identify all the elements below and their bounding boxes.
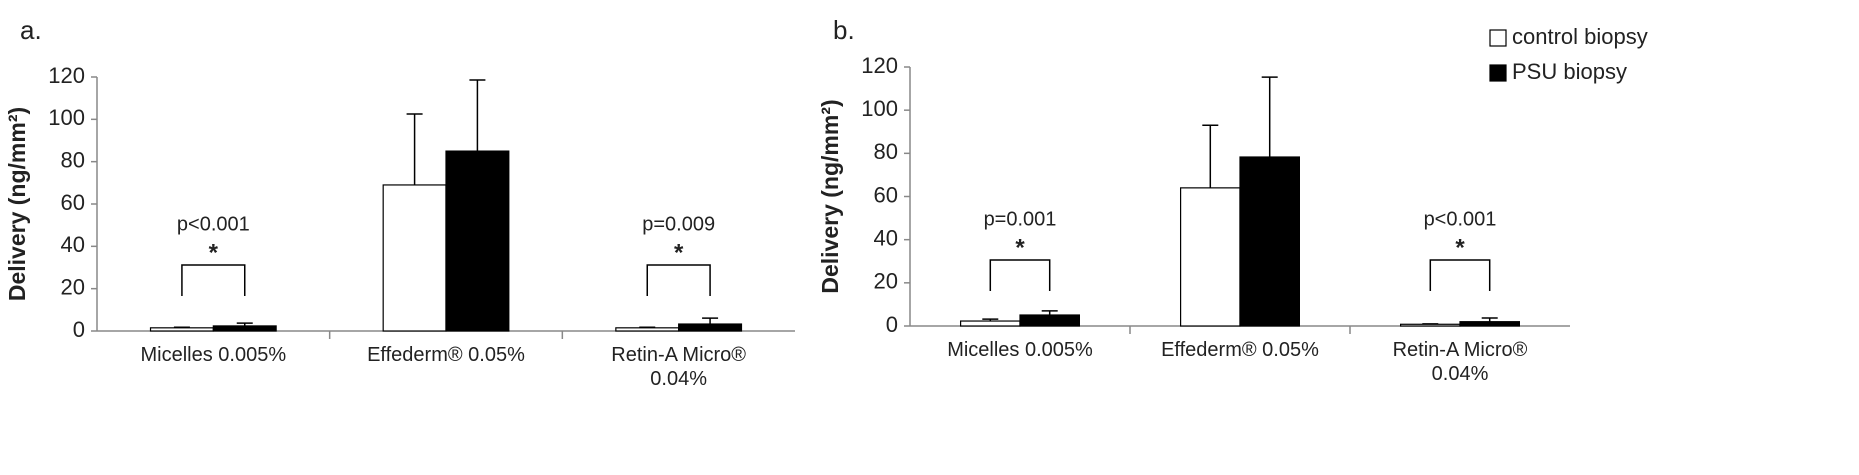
bar: [615, 327, 680, 332]
x-tick-label: Effederm® 0.05%: [367, 344, 525, 366]
bar: [1399, 323, 1461, 327]
y-tick-label: 60: [61, 190, 85, 215]
x-tick-label-box: Micelles 0.005%: [140, 344, 287, 366]
y-tick-label: 60: [874, 182, 898, 207]
y-tick-label: 0: [886, 312, 898, 337]
bar: [382, 184, 447, 332]
bar: [678, 323, 743, 332]
x-tick-label-box: Retin-A Micro® 0.04%: [1392, 339, 1528, 385]
significance-bracket: [181, 264, 246, 296]
panel-label: b.: [833, 15, 855, 45]
bar: [1019, 314, 1081, 327]
significance-star: *: [209, 239, 219, 266]
bar: [1459, 321, 1521, 327]
significance-bracket: [989, 259, 1051, 291]
x-tick-label: Micelles 0.005%: [947, 339, 1093, 361]
significance-bracket: [646, 264, 711, 296]
y-axis-label: Delivery (ng/mm²): [4, 107, 30, 301]
x-tick-label: Retin-A Micro® 0.04%: [611, 344, 747, 390]
y-tick-label: 120: [861, 53, 898, 78]
y-tick-label: 0: [73, 317, 85, 342]
bar: [445, 150, 510, 332]
legend-label: control biopsy: [1512, 24, 1648, 49]
p-value: p=0.009: [642, 213, 715, 235]
p-value: p<0.001: [177, 213, 250, 235]
significance-star: *: [1455, 234, 1465, 261]
bar: [959, 320, 1021, 327]
x-tick-label: Retin-A Micro® 0.04%: [1392, 339, 1528, 385]
bar: [212, 325, 277, 332]
y-tick-label: 40: [874, 225, 898, 250]
y-tick-label: 120: [48, 63, 85, 88]
legend-swatch: [1489, 29, 1507, 47]
x-tick-label: Effederm® 0.05%: [1161, 339, 1319, 361]
y-tick-label: 100: [48, 105, 85, 130]
significance-star: *: [674, 239, 684, 266]
significance-bracket: [1429, 259, 1491, 291]
significance-star: *: [1015, 234, 1025, 261]
x-tick-label-box: Effederm® 0.05%: [1161, 339, 1319, 361]
y-tick-label: 100: [861, 96, 898, 121]
x-tick-label: Micelles 0.005%: [140, 344, 287, 366]
bar: [149, 327, 214, 332]
legend-swatch: [1489, 64, 1507, 82]
y-tick-label: 20: [61, 274, 85, 299]
p-value: p<0.001: [1424, 208, 1497, 230]
x-tick-label-box: Effederm® 0.05%: [367, 344, 525, 366]
panel-label: a.: [20, 15, 42, 45]
y-tick-label: 40: [61, 232, 85, 257]
y-tick-label: 20: [874, 269, 898, 294]
x-tick-label-box: Retin-A Micro® 0.04%: [611, 344, 747, 390]
y-tick-label: 80: [61, 147, 85, 172]
y-axis-label: Delivery (ng/mm²): [817, 99, 843, 293]
y-tick-label: 80: [874, 139, 898, 164]
bar: [1179, 187, 1241, 327]
bar: [1239, 156, 1301, 327]
x-tick-label-box: Micelles 0.005%: [947, 339, 1093, 361]
p-value: p=0.001: [984, 208, 1057, 230]
legend-label: PSU biopsy: [1512, 59, 1627, 84]
